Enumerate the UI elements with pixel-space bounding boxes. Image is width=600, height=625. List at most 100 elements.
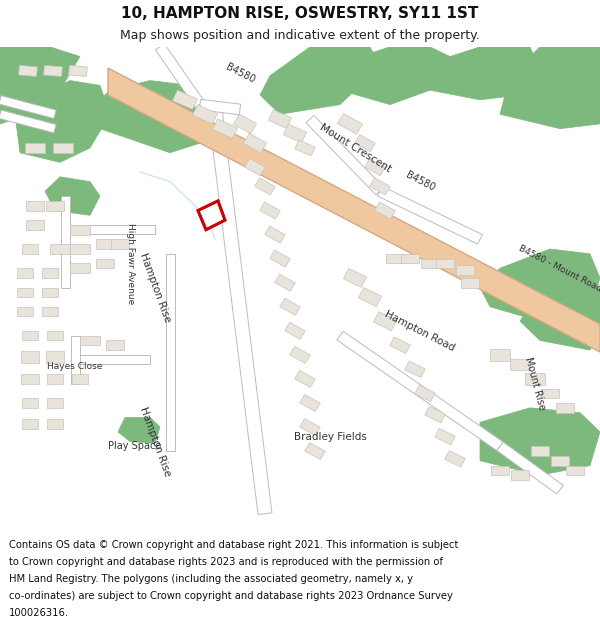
Bar <box>17 288 33 297</box>
Bar <box>53 143 73 152</box>
Bar <box>283 124 307 142</box>
Bar <box>17 307 33 316</box>
Text: Contains OS data © Crown copyright and database right 2021. This information is : Contains OS data © Crown copyright and d… <box>9 540 458 550</box>
Bar <box>461 278 479 288</box>
Bar <box>42 288 58 297</box>
Polygon shape <box>377 186 482 244</box>
Bar <box>244 133 266 153</box>
Bar <box>70 244 90 254</box>
Polygon shape <box>340 47 450 104</box>
Bar <box>390 337 410 354</box>
Bar <box>386 254 404 264</box>
Bar <box>260 202 280 219</box>
Bar <box>25 143 45 152</box>
Bar <box>22 331 38 341</box>
Bar <box>26 220 44 230</box>
Bar <box>106 341 124 350</box>
Text: B4580: B4580 <box>224 62 256 86</box>
Bar <box>541 389 559 398</box>
Bar <box>22 419 38 429</box>
Bar <box>285 322 305 339</box>
Bar <box>212 119 238 138</box>
Bar <box>44 66 62 76</box>
Bar <box>233 114 257 134</box>
Text: B4580: B4580 <box>404 170 436 193</box>
Bar <box>21 351 39 362</box>
Bar <box>47 398 63 408</box>
Polygon shape <box>166 254 175 451</box>
Polygon shape <box>71 336 79 384</box>
Bar <box>445 451 465 467</box>
Bar <box>268 110 292 128</box>
Text: to Crown copyright and database rights 2023 and is reproduced with the permissio: to Crown copyright and database rights 2… <box>9 557 443 567</box>
Bar <box>358 288 382 307</box>
Bar <box>525 373 545 385</box>
Text: Hampton Rise: Hampton Rise <box>138 406 172 478</box>
Text: High Fawr Avenue: High Fawr Avenue <box>125 222 134 304</box>
Bar <box>421 259 439 268</box>
Bar <box>551 456 569 466</box>
Bar <box>172 90 197 109</box>
Bar <box>255 178 275 195</box>
Bar <box>50 244 70 254</box>
Bar <box>22 244 38 254</box>
Bar <box>365 159 385 176</box>
Polygon shape <box>75 356 150 364</box>
Polygon shape <box>61 196 70 288</box>
Polygon shape <box>0 96 56 118</box>
Bar <box>343 268 367 288</box>
Text: Bradley Fields: Bradley Fields <box>293 432 367 442</box>
Bar <box>22 398 38 408</box>
Bar <box>295 371 315 388</box>
Text: 100026316.: 100026316. <box>9 608 69 618</box>
Polygon shape <box>15 81 110 162</box>
Text: 10, HAMPTON RISE, OSWESTRY, SY11 1ST: 10, HAMPTON RISE, OSWESTRY, SY11 1ST <box>121 6 479 21</box>
Polygon shape <box>118 418 160 443</box>
Text: Map shows position and indicative extent of the property.: Map shows position and indicative extent… <box>120 29 480 42</box>
Polygon shape <box>0 110 56 133</box>
Bar <box>415 385 435 402</box>
Bar <box>70 264 90 273</box>
Text: Mount Crescent: Mount Crescent <box>317 122 392 174</box>
Bar <box>72 374 88 384</box>
Bar <box>42 307 58 316</box>
Text: Hayes Close: Hayes Close <box>47 362 103 371</box>
Bar <box>46 351 64 362</box>
Bar <box>401 254 419 264</box>
Polygon shape <box>520 282 600 350</box>
Polygon shape <box>480 249 600 321</box>
Bar <box>270 250 290 267</box>
Bar <box>280 298 300 315</box>
Text: HM Land Registry. The polygons (including the associated geometry, namely x, y: HM Land Registry. The polygons (includin… <box>9 574 413 584</box>
Bar <box>456 266 474 275</box>
Bar <box>290 346 310 363</box>
Bar <box>70 225 90 234</box>
Bar <box>47 419 63 429</box>
Polygon shape <box>208 109 272 514</box>
Polygon shape <box>430 47 540 100</box>
Bar <box>373 312 397 331</box>
Bar <box>375 202 395 219</box>
Bar <box>300 419 320 436</box>
Bar <box>295 140 315 156</box>
Bar <box>21 374 39 384</box>
Bar <box>405 361 425 378</box>
Bar <box>68 66 88 76</box>
Text: Mount Rise: Mount Rise <box>523 356 547 411</box>
Bar <box>42 268 58 278</box>
Bar <box>425 406 445 422</box>
Bar <box>305 442 325 459</box>
Polygon shape <box>108 68 600 352</box>
Bar <box>47 374 63 384</box>
Bar <box>355 134 375 152</box>
Bar <box>19 66 37 76</box>
Text: B4580 - Mount Road: B4580 - Mount Road <box>517 243 600 293</box>
Bar <box>111 239 129 249</box>
Bar <box>510 359 530 370</box>
Polygon shape <box>497 442 563 494</box>
Bar <box>275 274 295 291</box>
Bar <box>436 259 454 268</box>
Bar <box>490 349 510 361</box>
Polygon shape <box>199 99 241 115</box>
Bar <box>566 466 584 475</box>
